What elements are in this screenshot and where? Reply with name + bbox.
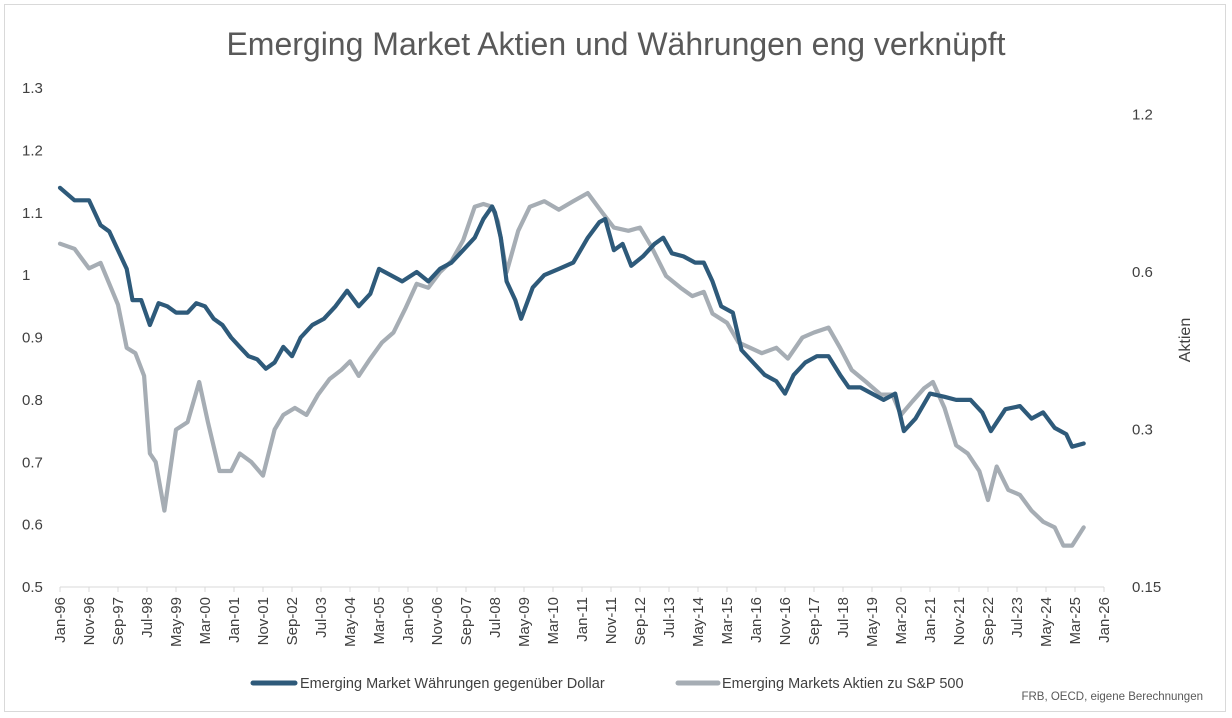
x-tick-label: Mar-10 — [545, 597, 562, 645]
legend-label-currencies: Emerging Market Währungen gegenüber Doll… — [300, 676, 605, 692]
x-tick-label: Mar-20 — [893, 597, 910, 645]
y-left-tick-label: 1.1 — [22, 205, 43, 222]
x-tick-label: May-24 — [1038, 597, 1055, 647]
x-tick-label: Jan-26 — [1096, 597, 1113, 643]
x-tick-label: Nov-21 — [951, 597, 968, 645]
x-tick-label: Jan-06 — [400, 597, 417, 643]
legend: Emerging Market Währungen gegenüber Doll… — [250, 676, 964, 692]
x-tick-label: Sep-22 — [980, 597, 997, 645]
x-tick-label: May-09 — [516, 597, 533, 647]
series-line-equities — [57, 191, 1086, 548]
x-tick-label: Sep-12 — [632, 597, 649, 645]
x-tick-label: Jan-21 — [922, 597, 939, 643]
chart-frame — [4, 4, 1226, 712]
x-tick-label: Mar-25 — [1067, 597, 1084, 645]
x-tick-label: Mar-15 — [719, 597, 736, 645]
y-right-tick-label: 0.3 — [1132, 422, 1153, 439]
x-tick-label: Mar-05 — [371, 597, 388, 645]
y-right-tick-label: 1.2 — [1132, 107, 1153, 124]
y-axis-right-label: Aktien — [1177, 318, 1194, 362]
x-tick-label: Jul-03 — [313, 597, 330, 638]
x-tick-label: Sep-97 — [110, 597, 127, 645]
y-right-tick-label: 0.15 — [1132, 579, 1161, 596]
x-tick-label: Jan-16 — [748, 597, 765, 643]
x-tick-label: Mar-00 — [197, 597, 214, 645]
x-tick-label: Nov-06 — [429, 597, 446, 645]
x-tick-label: Jul-23 — [1009, 597, 1026, 638]
y-left-tick-label: 1 — [22, 267, 30, 284]
x-tick-label: Jan-01 — [226, 597, 243, 643]
x-tick-label: Sep-17 — [806, 597, 823, 645]
y-left-tick-label: 1.2 — [22, 142, 43, 159]
x-tick-label: Jul-13 — [661, 597, 678, 638]
source-note: FRB, OECD, eigene Berechnungen — [1021, 691, 1203, 703]
y-left-tick-label: 0.6 — [22, 517, 43, 534]
y-axis-left: 1.3 1.2 1.1 1 0.9 0.8 0.7 0.6 0.5 — [22, 80, 43, 596]
x-tick-label: Sep-02 — [284, 597, 301, 645]
x-tick-label: May-99 — [168, 597, 185, 647]
series-lines — [57, 185, 1086, 548]
x-tick-label: Jul-08 — [487, 597, 504, 638]
y-axis-right: 1.2 0.6 0.3 0.15 — [1132, 107, 1161, 596]
x-tick-label: May-19 — [864, 597, 881, 647]
y-right-tick-label: 0.6 — [1132, 264, 1153, 281]
y-left-tick-label: 0.9 — [22, 330, 43, 347]
y-left-tick-label: 1.3 — [22, 80, 43, 97]
chart-title: Emerging Market Aktien und Währungen eng… — [226, 26, 1005, 62]
x-tick-label: May-14 — [690, 597, 707, 647]
x-tick-label: Sep-07 — [458, 597, 475, 645]
x-tick-label: Nov-16 — [777, 597, 794, 645]
x-tick-label: Jul-98 — [139, 597, 156, 638]
series-line-currencies — [57, 185, 1086, 449]
x-tick-label: Jul-18 — [835, 597, 852, 638]
x-tick-label: Nov-11 — [603, 597, 620, 644]
x-tick-label: Nov-01 — [255, 597, 272, 645]
y-left-tick-label: 0.7 — [22, 454, 43, 471]
x-tick-label: Jan-96 — [52, 597, 69, 643]
x-tick-label: May-04 — [342, 597, 359, 647]
legend-label-equities: Emerging Markets Aktien zu S&P 500 — [722, 676, 964, 692]
x-tick-label: Nov-96 — [81, 597, 98, 645]
x-tick-label: Jan-11 — [574, 597, 591, 642]
x-axis: Jan-96 Nov-96 Sep-97 Jul-98 May-99 Mar-00 Jan-… — [52, 586, 1113, 647]
y-left-tick-label: 0.5 — [22, 579, 43, 596]
y-left-tick-label: 0.8 — [22, 392, 43, 409]
